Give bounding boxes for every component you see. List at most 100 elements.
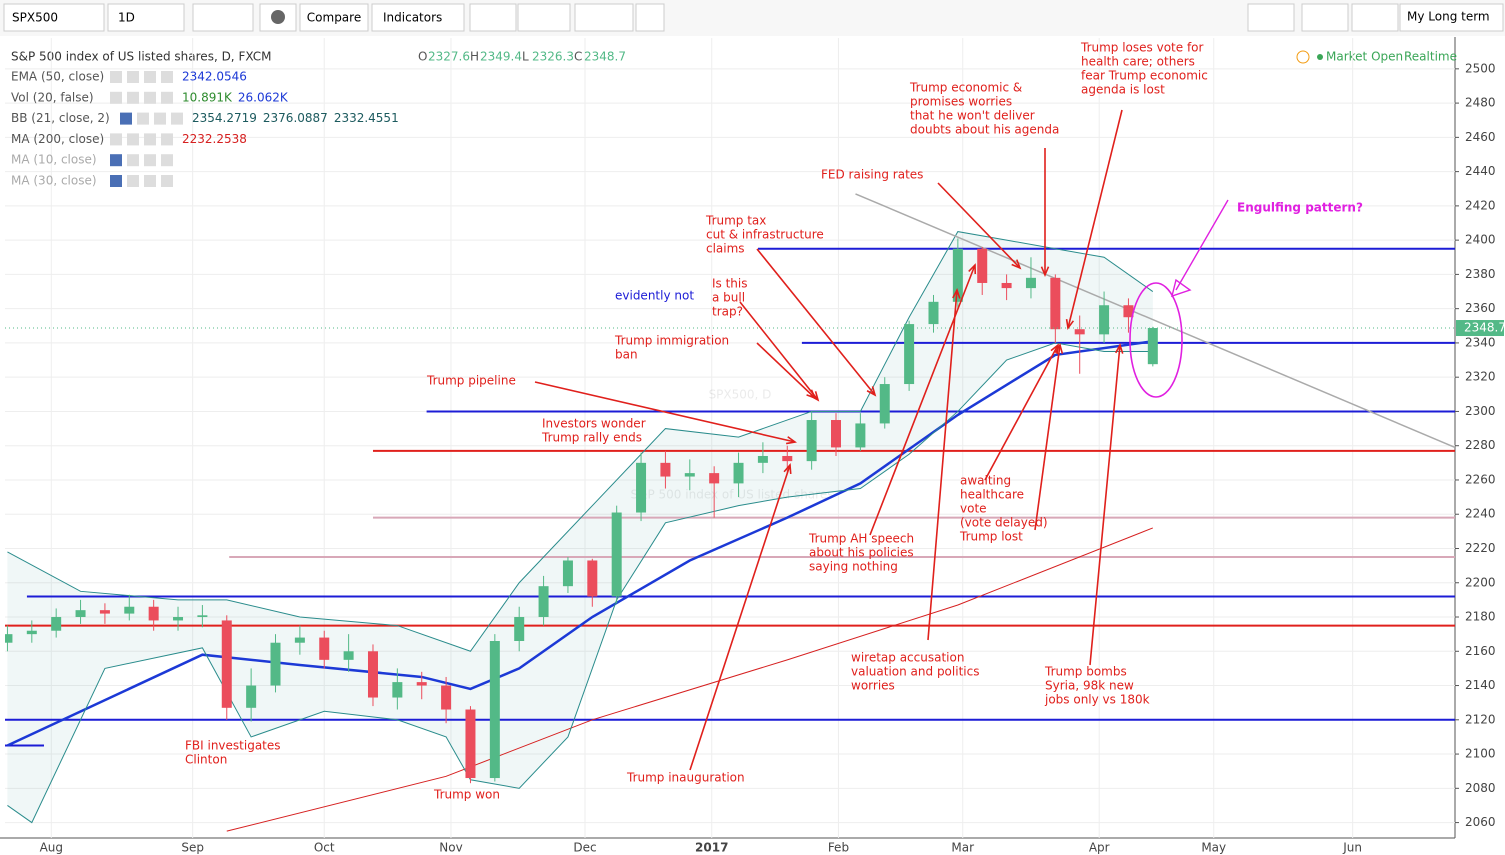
annotation: (vote delayed) [960,516,1048,530]
indicator-button[interactable] [161,175,173,187]
indicator-button[interactable] [144,91,156,104]
annotation-arrow [689,464,791,771]
annotation: FED raising rates [821,168,923,182]
indicator-button[interactable] [144,175,156,187]
candle-body [1050,277,1061,330]
cloud-load[interactable] [1301,3,1349,32]
indicator-button[interactable] [154,112,166,125]
y-tick-label: 2420 [1465,198,1496,212]
annotation: ban [615,348,638,362]
magenta-arrow [1175,199,1229,291]
indicator-button[interactable] [110,175,122,187]
symbol[interactable]: SPX500 [12,11,58,25]
interval-box[interactable] [107,3,185,32]
annotation-arrow [869,264,976,536]
watermark: SPX500, D [709,388,772,402]
candle-body [782,455,793,462]
x-tick-label: Oct [314,841,335,855]
x-tick-label: Mar [951,841,974,855]
symbol-box[interactable] [3,3,105,32]
ohlc-value: 2327.6 [428,50,470,64]
magenta-arrow-head [1171,278,1192,298]
indicators[interactable]: Indicators [383,11,442,25]
indicator-button[interactable] [137,112,149,125]
undo-redo[interactable] [574,3,634,32]
fullscreen-btn[interactable] [635,3,665,32]
arrow-head [785,436,798,445]
arrow-head [1054,342,1064,354]
annotation: jobs only vs 180k [1044,693,1150,707]
indicator-button[interactable] [127,91,139,104]
indicator-button[interactable] [127,175,139,187]
candle-body [684,473,695,477]
y-tick-label: 2340 [1465,335,1496,349]
indicator-line [7,231,1154,652]
annotation: Clinton [185,753,227,767]
indicator-button[interactable] [110,133,122,146]
annotation: promises worries [910,95,1012,109]
annotation: Is this [712,277,748,291]
ohlc-label: O [418,50,427,64]
indicator-button[interactable] [127,133,139,146]
compare-btn[interactable] [299,3,369,32]
indicator-button[interactable] [171,112,183,125]
indicator-button[interactable] [127,154,139,167]
interval[interactable]: 1D [118,11,135,25]
indicator-button[interactable] [144,71,156,83]
indicator-button[interactable] [144,154,156,167]
layout-name[interactable]: My Long term [1407,10,1490,24]
plot-area: SPX500, D S&P 500 index of US listed shar… [5,38,1455,838]
alert-btn[interactable] [469,3,517,32]
annotation: vote [960,502,987,516]
x-tick-label: Feb [828,841,849,855]
candle-body [392,682,403,698]
y-tick-label: 2280 [1465,438,1496,452]
y-tick-label: 2360 [1465,301,1496,315]
indicator-name: Vol (20, false) [11,90,94,104]
indicator-button[interactable] [161,91,173,104]
y-tick-label: 2300 [1465,404,1496,418]
annotation: doubts about his agenda [910,123,1059,137]
candle-body [855,423,866,448]
cloud-save[interactable] [1351,3,1399,32]
layout-name-box[interactable] [1399,3,1504,32]
y-tick-label: 2180 [1465,610,1496,624]
indicator-button[interactable] [127,71,139,83]
arrow-head [866,386,877,397]
indicator-name: EMA (50, close) [11,70,104,84]
indicator-button[interactable] [120,112,132,125]
candle-body [636,462,647,513]
feed-status: Realtime [1404,50,1457,64]
ohlc-label: H [470,50,479,64]
arrow-head [783,463,792,475]
indicator-value: 2354.2719 [192,111,257,125]
indicator-value: 10.891K [182,90,233,104]
candle-body [51,617,62,631]
annotation: Trump tax [705,214,766,228]
compare[interactable]: Compare [307,11,361,25]
indicator-button[interactable] [161,154,173,167]
indicator-button[interactable] [161,133,173,146]
annotation: worries [851,679,895,693]
theme-btn[interactable] [517,3,571,32]
annotation: Trump loses vote for [1080,41,1204,55]
indicator-button[interactable] [110,91,122,104]
annotation-arrow [756,342,816,399]
y-tick-label: 2400 [1465,233,1496,247]
chart-style-btn[interactable] [192,3,254,32]
indicator-button[interactable] [110,71,122,83]
indicator-button[interactable] [144,133,156,146]
layout-btn[interactable] [1247,3,1295,32]
candle-body [1025,277,1036,289]
trend-line [855,193,1455,449]
annotation-arrow [534,381,796,443]
annotation-arrow [984,344,1059,481]
candle-body [148,606,159,621]
y-tick-label: 2160 [1465,644,1496,658]
candle-body [904,324,915,385]
ohlc-value: 2348.7 [584,50,626,64]
indicators-btn[interactable] [371,3,465,32]
indicator-button[interactable] [110,154,122,167]
annotation: that he won't deliver [910,109,1035,123]
indicator-button[interactable] [161,71,173,83]
